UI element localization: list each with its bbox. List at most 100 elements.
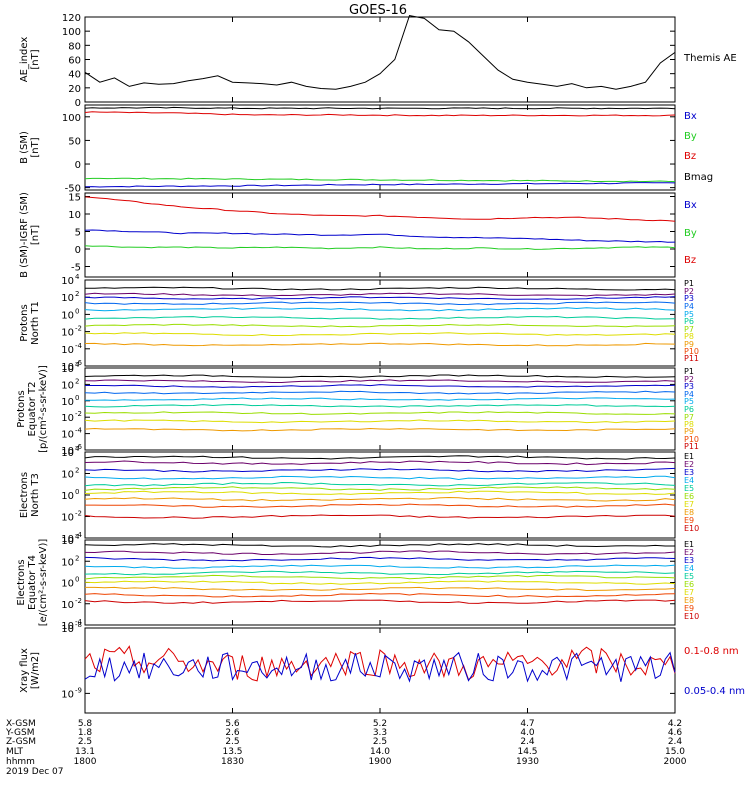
y-tick-exponent: 4 xyxy=(75,273,80,281)
panel-ae: 0 20 40 60 80 100 120 AE_index [nT] Themis AE xyxy=(19,13,737,109)
y-tick-label: 10 xyxy=(61,448,74,459)
x-tick-value: 5.2 xyxy=(373,719,387,729)
y-axis-label: AE_index xyxy=(19,37,30,83)
y-tick-exponent: 2 xyxy=(75,554,79,562)
y-tick-label: 10 xyxy=(61,364,74,375)
legend-entry: P10 xyxy=(684,347,699,356)
y-tick-label: 10 xyxy=(61,345,74,356)
series-line-p4 xyxy=(84,301,676,306)
y-tick-exponent: 4 xyxy=(75,533,80,541)
y-tick-label: 20 xyxy=(68,84,81,95)
series-line-e10 xyxy=(84,599,676,604)
legend-entry: E2 xyxy=(684,460,694,469)
y-axis-label: Xray flux xyxy=(19,648,30,693)
plot-title: GOES-16 xyxy=(349,3,407,18)
x-tick-value: 1830 xyxy=(221,757,244,767)
legend-entry: P2 xyxy=(684,287,694,296)
y-tick-label: 0 xyxy=(75,98,81,109)
y-tick-label: 10 xyxy=(61,446,74,457)
y-tick-exponent: 0 xyxy=(75,488,79,496)
y-tick-label: 10 xyxy=(61,534,74,545)
series-line-p9 xyxy=(84,427,676,432)
series-line-e7 xyxy=(84,490,676,495)
y-tick-exponent: -9 xyxy=(75,686,82,694)
series-line-bz xyxy=(84,196,676,222)
legend-entry: E4 xyxy=(684,564,694,573)
x-tick-value: 1800 xyxy=(74,757,97,767)
series-line-themis-ae xyxy=(84,15,676,90)
x-tick-value: 2.6 xyxy=(225,728,240,738)
y-tick-label: 0 xyxy=(75,160,81,171)
y-tick-exponent: -2 xyxy=(75,325,82,333)
panel-b: -50 0 50 100 B (SM) [nT] Bx By Bz Bmag xyxy=(19,104,713,195)
series-line-by xyxy=(84,245,676,250)
series-line-e5 xyxy=(84,570,676,576)
series-line-e5 xyxy=(84,481,676,487)
y-tick-label: 50 xyxy=(68,136,81,147)
legend-entry: P3 xyxy=(684,382,694,391)
y-axis-label: [nT] xyxy=(30,137,41,157)
x-tick-value: 1930 xyxy=(516,757,539,767)
y-axis-label: North T1 xyxy=(30,301,41,345)
y-tick-label: 10 xyxy=(61,397,74,408)
x-row-label: hhmm xyxy=(6,757,35,767)
y-tick-exponent: -4 xyxy=(75,618,83,626)
legend-entry: E3 xyxy=(684,468,694,477)
series-line-e3 xyxy=(84,467,676,473)
y-tick-label: 10 xyxy=(61,624,74,635)
x-tick-value: 1900 xyxy=(369,757,392,767)
y-tick-exponent: 2 xyxy=(75,290,79,298)
y-axis-label: [p/(cm²-s-sr-keV)] xyxy=(38,365,49,453)
y-tick-label: 100 xyxy=(62,113,81,124)
y-axis-label: Equator T2 xyxy=(27,382,38,437)
y-tick-label: 10 xyxy=(61,491,74,502)
x-tick-value: 3.3 xyxy=(373,728,387,738)
series-line-p2 xyxy=(84,379,676,383)
y-axis-label: Equator T4 xyxy=(27,555,38,610)
y-tick-exponent: 4 xyxy=(75,445,80,453)
series-line-p4 xyxy=(84,390,676,395)
series-line-p7 xyxy=(84,411,676,415)
legend-entry: E7 xyxy=(684,588,694,597)
x-tick-value: 4.6 xyxy=(668,728,683,738)
y-tick-label: 120 xyxy=(62,13,81,24)
series-line-0-05-0-4-nm xyxy=(84,651,676,683)
y-axis-label: Electrons xyxy=(16,559,27,605)
x-tick-value: 13.1 xyxy=(75,747,95,757)
legend-entry: P1 xyxy=(684,279,694,288)
legend-entry: Bx xyxy=(684,111,697,122)
legend-entry: P5 xyxy=(684,310,694,319)
series-line-e4 xyxy=(84,475,676,481)
y-tick-label: 10 xyxy=(61,310,74,321)
x-tick-value: 2.5 xyxy=(373,737,387,747)
series-line-p7 xyxy=(84,323,676,328)
x-row-label: Z-GSM xyxy=(6,737,36,747)
series-line-p1 xyxy=(85,286,676,291)
legend-entry: Bmag xyxy=(684,172,713,183)
legend-entry: E9 xyxy=(684,604,694,613)
legend-entry: E4 xyxy=(684,476,694,485)
y-tick-label: 10 xyxy=(61,470,74,481)
series-line-p8 xyxy=(84,419,676,424)
legend-entry: By xyxy=(684,228,697,239)
y-tick-exponent: -4 xyxy=(75,531,83,539)
series-line-e4 xyxy=(84,564,676,569)
series-line-e7 xyxy=(84,580,676,585)
legend-entry: E10 xyxy=(684,612,699,621)
series-line-p9 xyxy=(84,342,676,347)
series-line-e1 xyxy=(84,543,675,548)
series-line-p1 xyxy=(84,374,676,378)
y-tick-exponent: -2 xyxy=(75,597,82,605)
y-tick-label: 15 xyxy=(68,193,81,204)
legend-entry: P6 xyxy=(684,405,694,414)
y-tick-exponent: -2 xyxy=(75,510,82,518)
x-tick-value: 14.0 xyxy=(370,747,390,757)
y-tick-exponent: 0 xyxy=(75,576,79,584)
y-tick-label: -5 xyxy=(71,263,81,274)
y-tick-label: 10 xyxy=(68,210,81,221)
